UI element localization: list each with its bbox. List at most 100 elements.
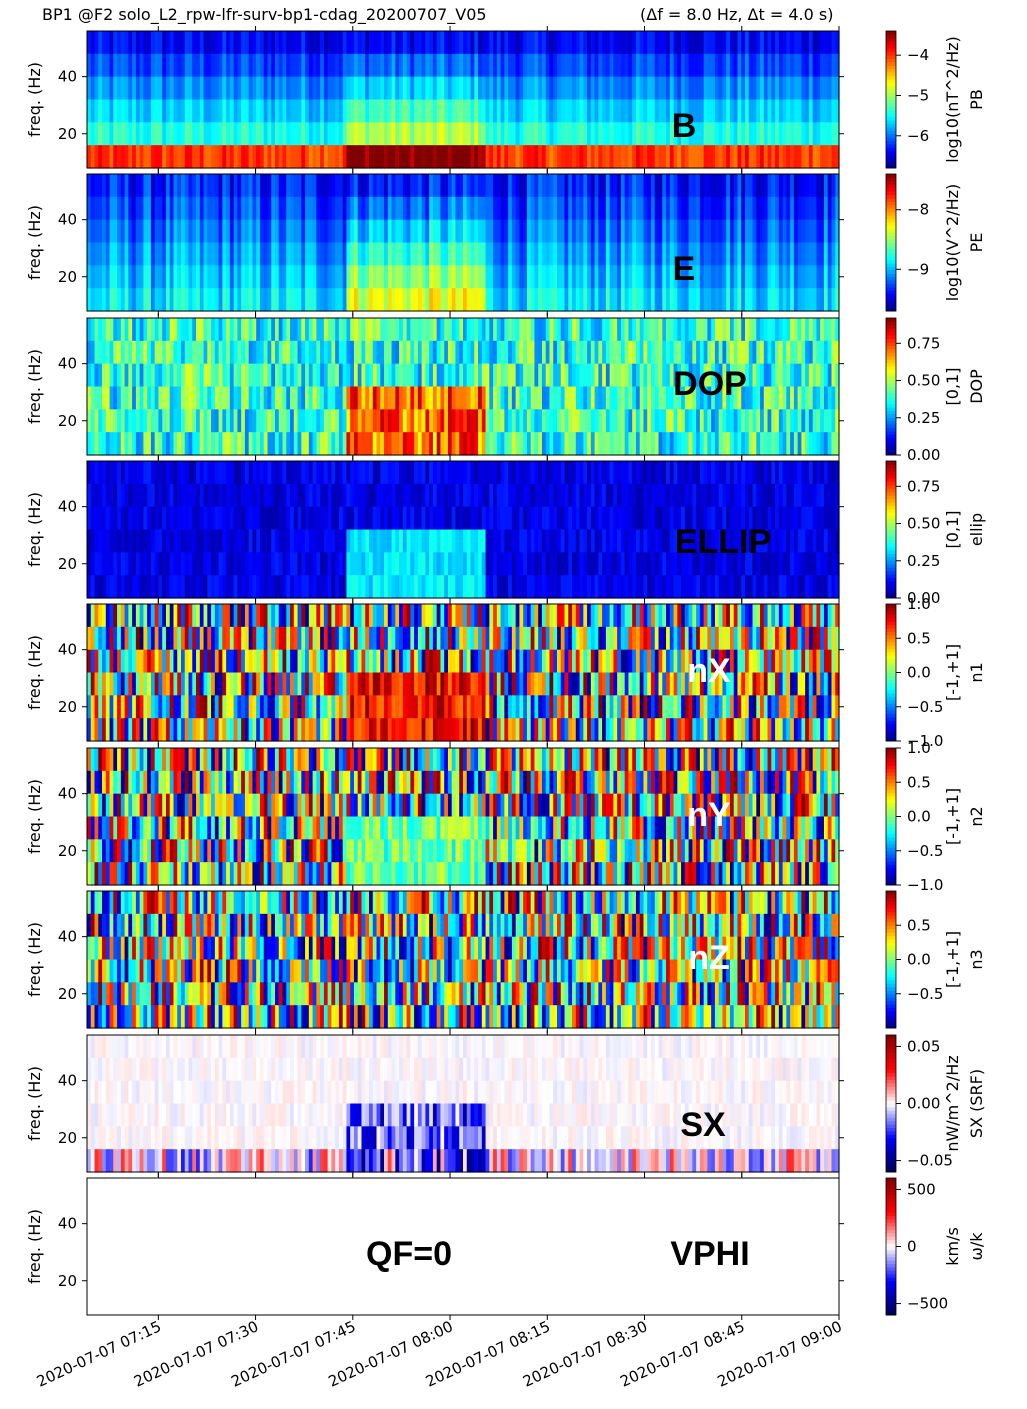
- heatmap-cell: [692, 409, 696, 432]
- colorbar-segment: [886, 328, 896, 332]
- heatmap-cell: [204, 387, 208, 410]
- heatmap-cell: [380, 145, 384, 168]
- heatmap-cell: [219, 341, 223, 364]
- heatmap-cell: [106, 122, 110, 145]
- heatmap-cell: [591, 461, 595, 484]
- heatmap-cell: [429, 77, 433, 100]
- heatmap-cell: [264, 484, 268, 507]
- heatmap-cell: [196, 145, 200, 168]
- heatmap-cell: [655, 243, 659, 266]
- heatmap-cell: [444, 409, 448, 432]
- heatmap-cell: [170, 461, 174, 484]
- heatmap-cell: [249, 484, 253, 507]
- heatmap-cell: [448, 461, 452, 484]
- heatmap-cell: [801, 461, 805, 484]
- heatmap-cell: [794, 100, 798, 123]
- heatmap-cell: [501, 461, 505, 484]
- heatmap-cell: [549, 31, 553, 54]
- heatmap-cell: [425, 265, 429, 288]
- heatmap-cell: [407, 77, 411, 100]
- heatmap-cell: [745, 341, 749, 364]
- heatmap-cell: [501, 77, 505, 100]
- heatmap-cell: [207, 220, 211, 243]
- heatmap-cell: [234, 409, 238, 432]
- heatmap-cell: [497, 507, 501, 530]
- heatmap-cell: [211, 341, 215, 364]
- heatmap-cell: [493, 484, 497, 507]
- colorbar-segment: [886, 256, 896, 260]
- heatmap-cell: [328, 461, 332, 484]
- heatmap-cell: [219, 54, 223, 77]
- heatmap-cell: [692, 288, 696, 311]
- heatmap-cell: [719, 288, 723, 311]
- heatmap-cell: [316, 145, 320, 168]
- heatmap-cell: [828, 387, 832, 410]
- heatmap-cell: [756, 484, 760, 507]
- heatmap-cell: [414, 77, 418, 100]
- heatmap-cell: [181, 100, 185, 123]
- heatmap-cell: [219, 507, 223, 530]
- heatmap-cell: [542, 288, 546, 311]
- heatmap-cell: [801, 484, 805, 507]
- heatmap-cell: [531, 530, 535, 553]
- heatmap-cell: [613, 552, 617, 575]
- heatmap-cell: [185, 265, 189, 288]
- colorbar-segment: [886, 335, 896, 339]
- heatmap-cell: [625, 530, 629, 553]
- heatmap-cell: [437, 77, 441, 100]
- heatmap-cell: [572, 461, 576, 484]
- heatmap-cell: [448, 432, 452, 455]
- heatmap-cell: [519, 145, 523, 168]
- heatmap-cell: [196, 552, 200, 575]
- heatmap-cell: [121, 387, 125, 410]
- colorbar-segment: [886, 222, 896, 226]
- heatmap-cell: [290, 77, 294, 100]
- heatmap-cell: [602, 77, 606, 100]
- heatmap-cell: [508, 288, 512, 311]
- heatmap-cell: [166, 265, 170, 288]
- heatmap-cell: [226, 197, 230, 220]
- heatmap-cell: [151, 220, 155, 243]
- heatmap-cell: [350, 265, 354, 288]
- heatmap-cell: [252, 31, 256, 54]
- heatmap-cell: [775, 145, 779, 168]
- heatmap-cell: [516, 507, 520, 530]
- heatmap-cell: [561, 409, 565, 432]
- heatmap-cell: [459, 265, 463, 288]
- heatmap-cell: [331, 288, 335, 311]
- heatmap-cell: [173, 432, 177, 455]
- heatmap-cell: [764, 77, 768, 100]
- heatmap-cell: [110, 174, 114, 197]
- heatmap-cell: [207, 243, 211, 266]
- heatmap-cell: [392, 364, 396, 387]
- heatmap-cell: [219, 77, 223, 100]
- heatmap-cell: [527, 432, 531, 455]
- heatmap-cell: [471, 174, 475, 197]
- heatmap-cell: [305, 318, 309, 341]
- heatmap-cell: [252, 552, 256, 575]
- heatmap-cell: [185, 341, 189, 364]
- heatmap-cell: [677, 318, 681, 341]
- heatmap-cell: [606, 77, 610, 100]
- heatmap-cell: [628, 174, 632, 197]
- heatmap-cell: [98, 552, 102, 575]
- heatmap-cell: [519, 100, 523, 123]
- heatmap-cell: [647, 288, 651, 311]
- y-tick-label: 40: [58, 211, 77, 229]
- heatmap-cell: [587, 409, 591, 432]
- heatmap-cell: [478, 220, 482, 243]
- heatmap-cell: [553, 100, 557, 123]
- heatmap-cell: [271, 530, 275, 553]
- heatmap-cell: [598, 552, 602, 575]
- heatmap-cell: [166, 288, 170, 311]
- heatmap-cell: [125, 552, 129, 575]
- colorbar-segment: [886, 215, 896, 219]
- heatmap-cell: [546, 145, 550, 168]
- heatmap-cell: [463, 220, 467, 243]
- heatmap-cell: [565, 461, 569, 484]
- heatmap-cell: [136, 318, 140, 341]
- heatmap-cell: [444, 552, 448, 575]
- heatmap-cell: [279, 220, 283, 243]
- heatmap-cell: [523, 409, 527, 432]
- heatmap-cell: [433, 122, 437, 145]
